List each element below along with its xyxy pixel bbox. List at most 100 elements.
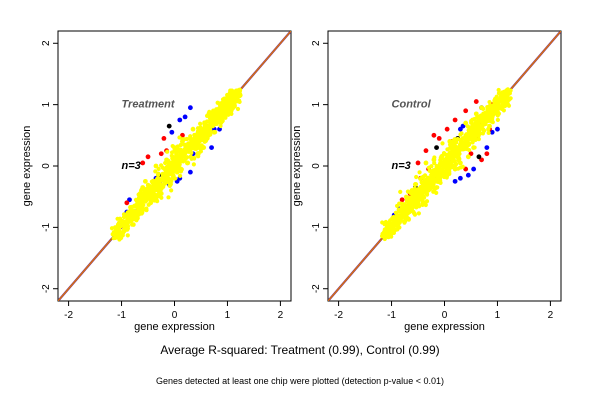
yellow-data-point — [432, 155, 437, 160]
yellow-data-point — [417, 197, 422, 202]
yellow-data-point — [230, 106, 236, 111]
blue-data-point — [471, 166, 477, 172]
yellow-data-point — [182, 151, 188, 156]
yellow-data-point — [218, 113, 224, 119]
yellow-data-point — [459, 147, 465, 152]
yellow-data-point — [152, 186, 157, 191]
yellow-data-point — [147, 183, 152, 188]
yellow-data-point — [182, 142, 187, 147]
yellow-data-point — [442, 173, 447, 178]
yellow-data-point — [463, 120, 469, 126]
treatment-scatter-panel: -2 -1 0 1 2 -2 -1 0 1 2 gene expression gene expres… — [21, 30, 292, 333]
yellow-data-point — [182, 147, 188, 152]
yellow-data-point — [399, 215, 404, 220]
yellow-data-point — [144, 208, 149, 213]
yellow-data-point — [159, 195, 164, 200]
x-tick-label: -1 — [117, 310, 126, 321]
yellow-data-point — [235, 91, 240, 97]
panel-title-annotation: Control — [392, 99, 432, 111]
x-tick-label: -2 — [334, 310, 343, 321]
y-tick-label: 0 — [41, 163, 52, 169]
yellow-data-point — [153, 169, 158, 174]
y-tick-label: 2 — [311, 40, 322, 46]
yellow-data-point — [402, 220, 407, 225]
yellow-data-point — [380, 231, 385, 236]
yellow-data-point — [458, 165, 463, 170]
yellow-data-point — [218, 123, 223, 129]
yellow-data-point — [482, 113, 487, 118]
yellow-data-point — [165, 177, 171, 182]
red-data-point — [415, 160, 421, 166]
yellow-data-point — [230, 93, 235, 98]
yellow-data-point — [179, 153, 184, 158]
yellow-data-point — [451, 152, 456, 157]
yellow-data-point — [414, 174, 419, 180]
yellow-data-point — [199, 128, 204, 133]
yellow-data-point — [125, 233, 130, 238]
blue-data-point — [465, 172, 471, 178]
yellow-data-point — [464, 145, 469, 150]
yellow-data-point — [397, 201, 402, 206]
yellow-data-point — [235, 99, 240, 104]
yellow-data-point — [164, 165, 169, 170]
yellow-data-point — [400, 207, 405, 212]
yellow-data-point — [458, 139, 463, 144]
yellow-data-point — [477, 130, 482, 135]
yellow-data-point — [204, 128, 209, 133]
yellow-data-point — [394, 211, 399, 216]
yellow-data-point — [122, 225, 127, 230]
red-data-point — [452, 117, 458, 123]
yellow-data-point — [174, 150, 179, 155]
y-tick-label: 0 — [311, 163, 322, 169]
x-tick-label: -2 — [64, 310, 73, 321]
yellow-data-point — [413, 182, 419, 187]
yellow-data-point — [460, 136, 466, 141]
yellow-data-point — [184, 136, 189, 142]
yellow-data-point — [453, 149, 458, 154]
yellow-data-point — [429, 164, 434, 169]
yellow-data-point — [391, 230, 397, 236]
yellow-data-point — [169, 150, 175, 155]
panel-title-annotation: Treatment — [122, 99, 176, 111]
y-tick-label: 2 — [41, 40, 52, 46]
yellow-data-point — [486, 126, 491, 131]
yellow-data-point — [153, 163, 159, 169]
yellow-data-point — [215, 100, 220, 105]
black-data-point — [434, 145, 439, 150]
yellow-data-point — [199, 143, 204, 148]
yellow-data-point — [456, 147, 462, 152]
average-r-squared-caption: Average R-squared: Treatment (0.99), Con… — [160, 343, 440, 357]
yellow-data-point — [494, 107, 500, 112]
yellow-data-point — [439, 155, 444, 160]
yellow-data-point — [445, 156, 451, 161]
x-tick-label: 0 — [172, 310, 178, 321]
yellow-data-point — [427, 168, 432, 173]
yellow-data-point — [176, 157, 181, 162]
yellow-data-point — [431, 189, 436, 194]
yellow-data-point — [478, 115, 484, 120]
yellow-data-point — [196, 151, 201, 156]
yellow-data-point — [447, 169, 452, 175]
yellow-data-point — [138, 199, 143, 204]
control-scatter-panel: -2 -1 0 1 2 -2 -1 0 1 2 gene expression gene expres… — [291, 30, 562, 333]
red-data-point — [399, 197, 405, 203]
yellow-data-point — [134, 203, 139, 208]
yellow-data-point — [413, 193, 418, 199]
yellow-data-point — [189, 142, 194, 147]
x-axis-label: gene expression — [404, 321, 485, 333]
x-tick-label: 2 — [548, 310, 554, 321]
yellow-data-point — [224, 99, 229, 104]
yellow-data-point — [435, 170, 440, 175]
yellow-data-point — [405, 189, 411, 194]
yellow-data-point — [508, 96, 513, 101]
yellow-data-point — [431, 168, 436, 173]
yellow-data-point — [439, 162, 444, 168]
yellow-data-point — [189, 150, 194, 155]
yellow-data-point — [500, 90, 505, 96]
blue-data-point — [452, 178, 458, 184]
yellow-data-point — [428, 186, 433, 192]
yellow-data-point — [209, 115, 215, 120]
x-tick-label: -1 — [387, 310, 396, 321]
yellow-data-point — [500, 102, 506, 107]
yellow-data-point — [384, 230, 389, 235]
